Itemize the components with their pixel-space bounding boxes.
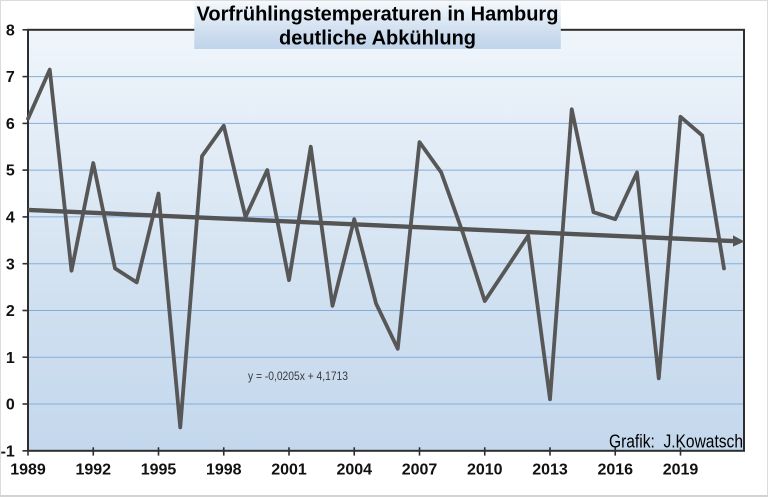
svg-text:7: 7 — [6, 69, 15, 86]
svg-text:2001: 2001 — [271, 462, 307, 479]
svg-text:8: 8 — [6, 22, 15, 39]
svg-text:2004: 2004 — [336, 462, 372, 479]
svg-text:1992: 1992 — [75, 462, 111, 479]
svg-text:2010: 2010 — [467, 462, 503, 479]
svg-text:2007: 2007 — [402, 462, 438, 479]
svg-text:1995: 1995 — [141, 462, 177, 479]
svg-text:deutliche Abkühlung: deutliche Abkühlung — [279, 28, 476, 50]
svg-text:2019: 2019 — [663, 462, 699, 479]
svg-text:4: 4 — [6, 210, 15, 227]
svg-text:2013: 2013 — [532, 462, 568, 479]
svg-text:1998: 1998 — [206, 462, 242, 479]
svg-text:3: 3 — [6, 256, 15, 273]
svg-text:Grafik: J.Kowatsch: Grafik: J.Kowatsch — [609, 432, 743, 452]
svg-text:5: 5 — [6, 163, 15, 180]
svg-text:1: 1 — [6, 350, 15, 367]
svg-text:Vorfrühlingstemperaturen in Ha: Vorfrühlingstemperaturen in Hamburg — [197, 4, 559, 26]
svg-text:0: 0 — [6, 397, 15, 414]
svg-text:y = -0,0205x + 4,1713: y = -0,0205x + 4,1713 — [248, 369, 348, 383]
svg-text:2: 2 — [6, 303, 15, 320]
svg-text:2016: 2016 — [597, 462, 633, 479]
svg-text:-1: -1 — [1, 443, 15, 460]
svg-text:6: 6 — [6, 116, 15, 133]
svg-text:1989: 1989 — [10, 462, 46, 479]
